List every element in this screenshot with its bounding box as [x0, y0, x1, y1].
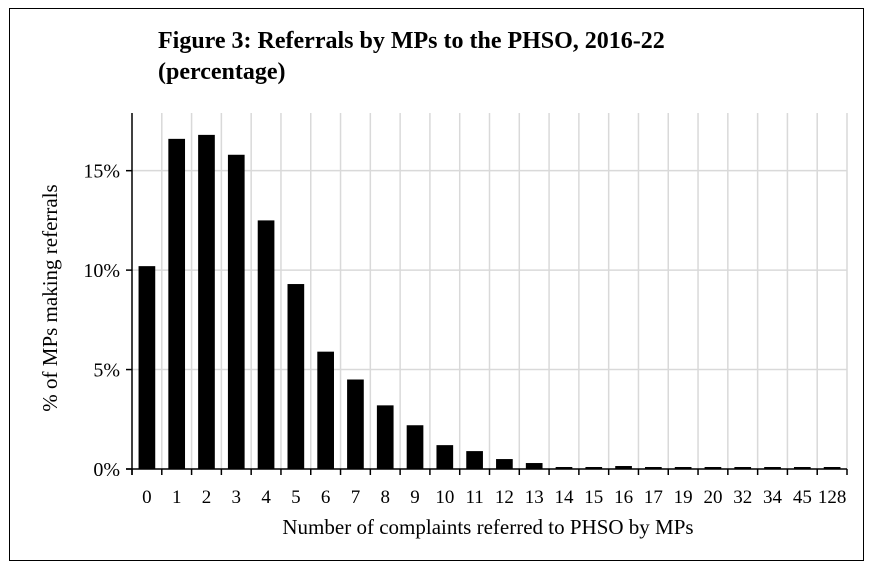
bar-12	[496, 459, 513, 469]
bar-15	[585, 467, 603, 469]
x-tick-label: 1	[172, 487, 182, 508]
x-tick-label: 19	[674, 487, 693, 508]
bar-8	[376, 405, 394, 469]
bar-11	[466, 451, 483, 469]
bar-20	[704, 467, 722, 469]
x-tick-label: 34	[763, 487, 783, 508]
x-tick-label: 12	[495, 487, 514, 508]
y-tick-label: 0%	[93, 459, 120, 481]
x-tick-label: 14	[554, 487, 574, 508]
x-tick-label: 32	[733, 487, 752, 508]
bar-7	[347, 379, 364, 469]
x-tick-label: 9	[410, 487, 420, 508]
x-tick-label: 3	[232, 487, 242, 508]
x-axis-label: Number of complaints referred to PHSO by…	[282, 515, 693, 539]
bar-9	[406, 425, 424, 469]
y-tick-labels: 0% 5% 10% 15%	[83, 161, 120, 481]
x-tick-label: 10	[435, 487, 454, 508]
chart-title-line-2: (percentage)	[158, 59, 286, 85]
bars	[138, 134, 841, 470]
x-tick-label: 13	[525, 487, 544, 508]
x-tick-label: 4	[261, 487, 271, 508]
bar-4	[257, 220, 275, 469]
chart-title-line-1: Figure 3: Referrals by MPs to the PHSO, …	[158, 28, 665, 54]
bar-2	[198, 134, 215, 470]
y-tick-label: 5%	[93, 360, 120, 382]
bar-1	[168, 138, 186, 470]
x-tick-label: 5	[291, 487, 301, 508]
bar-5	[287, 284, 305, 469]
x-tick-label: 45	[793, 487, 812, 508]
x-tick-label: 15	[584, 487, 603, 508]
bar-32	[734, 467, 752, 469]
x-tick-label: 17	[644, 487, 663, 508]
bar-128	[823, 467, 841, 469]
chart-title: Figure 3: Referrals by MPs to the PHSO, …	[158, 26, 798, 88]
bar-16	[615, 466, 632, 469]
axes	[126, 113, 848, 475]
x-tick-labels: 0 1 2 3 4 5 6 7 8 9 10 11 12 13 14 15 16 17 19 20 32 34 45 128	[142, 487, 846, 508]
y-tick-label: 15%	[83, 161, 120, 183]
x-tick-label: 6	[321, 487, 331, 508]
x-tick-label: 16	[614, 487, 633, 508]
y-axis-label: % of MPs making referrals	[38, 184, 62, 411]
bar-34	[764, 467, 781, 469]
grid-lines	[132, 113, 848, 469]
x-tick-label: 128	[818, 487, 847, 508]
x-tick-label: 11	[465, 487, 483, 508]
x-tick-label: 2	[202, 487, 212, 508]
bar-13	[525, 463, 543, 469]
bar-10	[436, 445, 454, 469]
y-tick-label: 10%	[83, 260, 120, 282]
bar-6	[317, 351, 334, 469]
x-tick-label: 20	[703, 487, 722, 508]
x-tick-label: 8	[380, 487, 390, 508]
bar-45	[793, 467, 811, 469]
bar-0	[138, 266, 156, 469]
x-tick-label: 7	[351, 487, 361, 508]
x-tick-label: 0	[142, 487, 152, 508]
bar-17	[645, 467, 662, 469]
bar-19	[674, 467, 692, 469]
bar-14	[555, 467, 573, 469]
bar-3	[227, 154, 245, 469]
